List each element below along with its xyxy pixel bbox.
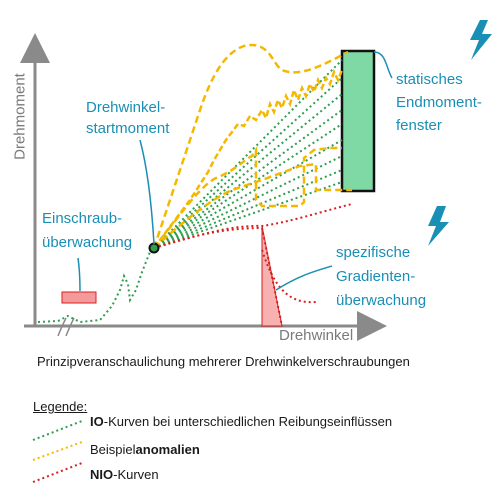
lightning-icon: [470, 20, 492, 60]
lightning-icon: [428, 206, 449, 246]
legend-title: Legende:: [33, 399, 87, 414]
io-curve: [154, 60, 342, 248]
anomaly-curve-jitter: [154, 70, 342, 248]
end-window-leader: [374, 52, 392, 78]
anomaly-curve-overshoot: [154, 45, 348, 248]
io-curve: [154, 140, 342, 248]
start-moment-label: Drehwinkel- startmoment: [86, 97, 169, 139]
io-curve: [154, 156, 342, 248]
screw-monitor-window: [62, 292, 96, 303]
io-curve: [154, 124, 342, 248]
screw-monitor-label: Einschraub- überwachung: [42, 207, 132, 255]
start-moment-leader: [140, 140, 154, 244]
screw-monitor-leader: [78, 258, 80, 291]
io-curve: [154, 110, 342, 248]
x-axis-label: Drehwinkel: [279, 327, 353, 344]
gradient-monitor-leader: [276, 266, 332, 290]
io-curve: [154, 182, 342, 248]
legend-swatch-nio: [33, 463, 82, 482]
legend-item-nio: NIO-Kurven: [90, 467, 159, 482]
end-window-label: statisches Endmoment- fenster: [396, 68, 482, 137]
figure-caption: Prinzipveranschaulichung mehrerer Drehwi…: [37, 354, 410, 369]
start-moment-point: [150, 244, 159, 253]
end-moment-window: [342, 51, 374, 191]
anomaly-curve-drop: [154, 164, 352, 248]
legend-swatch-anomaly: [33, 442, 82, 460]
legend-item-anomaly: Beispielanomalien: [90, 442, 200, 457]
legend-item-io: IO-Kurven bei unterschiedlichen Reibungs…: [90, 414, 392, 429]
gradient-monitor-label: spezifische Gradienten- überwachung: [336, 241, 426, 313]
legend-swatch-io: [33, 421, 82, 440]
io-curve-lead-in: [38, 248, 154, 322]
y-axis-label: Drehmoment: [12, 67, 29, 167]
